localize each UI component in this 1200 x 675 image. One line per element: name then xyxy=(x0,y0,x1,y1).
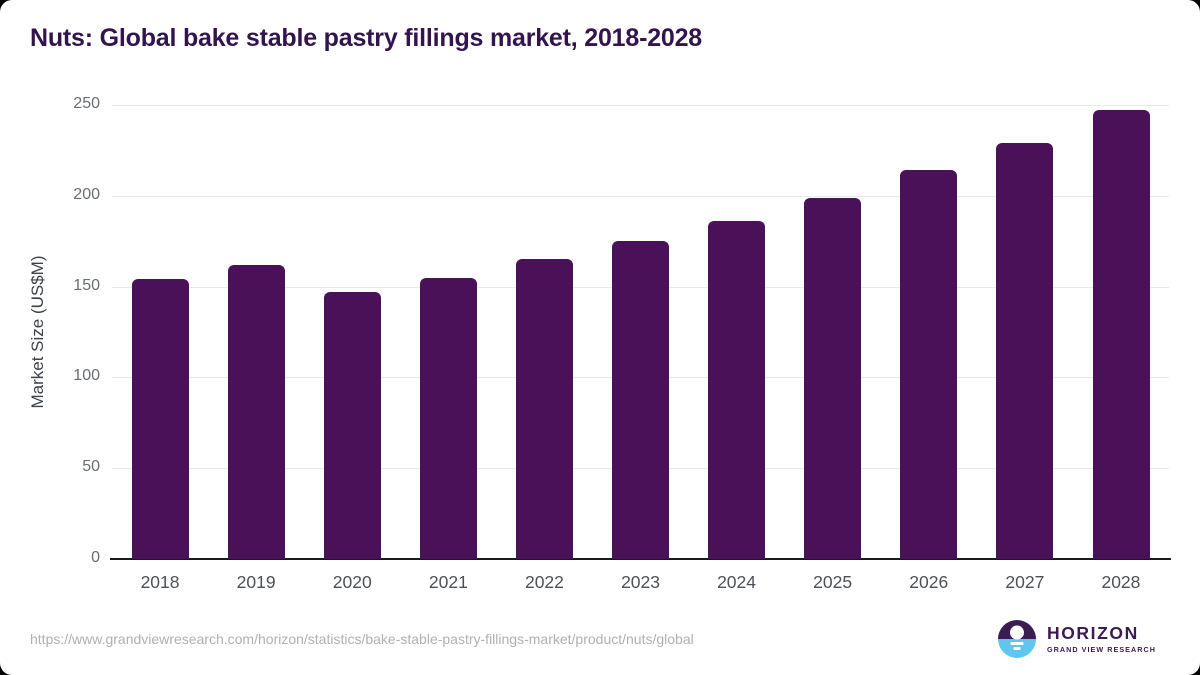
y-tick-label-50: 50 xyxy=(82,458,100,476)
x-tick-label-2018: 2018 xyxy=(140,572,180,592)
chart-title: Nuts: Global bake stable pastry fillings… xyxy=(30,24,703,52)
bar-2019[interactable] xyxy=(227,264,285,559)
bar-2018[interactable] xyxy=(131,279,189,559)
reflection-line-icon xyxy=(1010,642,1024,645)
y-tick-label-250: 250 xyxy=(73,95,100,112)
horizon-logo: HORIZON GRAND VIEW RESEARCH xyxy=(997,620,1156,658)
x-tick-label-2025: 2025 xyxy=(813,572,853,592)
x-tick-label-2019: 2019 xyxy=(236,572,276,592)
gridline xyxy=(112,195,1169,197)
x-tick-label-2028: 2028 xyxy=(1101,572,1141,592)
bar-2026[interactable] xyxy=(900,170,958,559)
horizon-logo-icon xyxy=(997,620,1036,658)
x-tick-label-2022: 2022 xyxy=(524,572,564,592)
bar-2023[interactable] xyxy=(612,241,669,559)
x-tick-label-2023: 2023 xyxy=(621,572,661,592)
y-tick-label-200: 200 xyxy=(73,185,100,203)
x-tick-label-2021: 2021 xyxy=(428,572,468,592)
logo-text: HORIZON GRAND VIEW RESEARCH xyxy=(1047,625,1156,653)
source-url[interactable]: https://www.grandviewresearch.com/horizo… xyxy=(30,631,694,647)
y-axis-label: Market Size (US$M) xyxy=(28,255,47,409)
x-tick-label-2026: 2026 xyxy=(909,572,949,592)
bar-2024[interactable] xyxy=(708,221,766,559)
gridline xyxy=(112,105,1169,106)
x-axis-line xyxy=(110,558,1171,560)
reflection-line-icon xyxy=(1013,647,1021,650)
bar-2027[interactable] xyxy=(996,143,1054,559)
x-tick-label-2027: 2027 xyxy=(1005,572,1045,592)
bar-2021[interactable] xyxy=(419,277,477,559)
y-tick-label-150: 150 xyxy=(73,276,100,294)
logo-subbrand: GRAND VIEW RESEARCH xyxy=(1046,644,1156,654)
bar-2028[interactable] xyxy=(1092,110,1150,559)
bar-2025[interactable] xyxy=(804,197,862,559)
bar-2020[interactable] xyxy=(323,292,381,559)
y-tick-label-100: 100 xyxy=(73,367,100,385)
y-tick-label-0: 0 xyxy=(91,549,100,566)
x-tick-label-2024: 2024 xyxy=(717,572,757,592)
bar-2022[interactable] xyxy=(515,259,573,559)
x-tick-label-2020: 2020 xyxy=(332,572,372,592)
sun-icon xyxy=(1009,625,1024,640)
logo-brand: HORIZON xyxy=(1046,623,1139,644)
